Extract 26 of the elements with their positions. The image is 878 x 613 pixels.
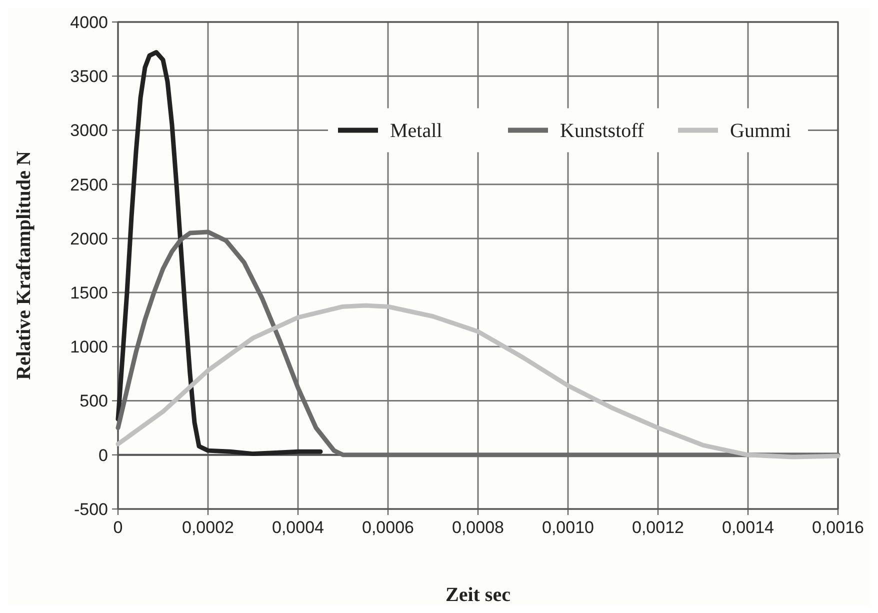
y-tick-label: 0 <box>98 446 108 465</box>
legend-label: Kunststoff <box>560 120 644 142</box>
x-tick-label: 0,0006 <box>362 518 414 537</box>
x-tick-label: 0,0008 <box>452 518 504 537</box>
line-series <box>116 50 323 456</box>
y-tick-label: 1000 <box>70 338 108 357</box>
y-tick-label: 500 <box>80 392 108 411</box>
x-tick-label: 0,0014 <box>722 518 774 537</box>
y-tick-label: 4000 <box>70 12 108 32</box>
x-tick-label: 0,0004 <box>272 518 324 537</box>
x-tick-label: 0,0012 <box>632 518 684 537</box>
legend-label: Gummi <box>730 120 792 142</box>
y-axis-title: Relative Kraftamplitude N <box>13 150 35 380</box>
legend-label: Metall <box>390 120 443 142</box>
y-tick-label: 3000 <box>70 121 108 140</box>
x-axis-title: Zeit sec <box>446 584 511 606</box>
line-series <box>116 303 840 460</box>
x-tick-label: 0,0016 <box>812 518 864 537</box>
x-tick-label: 0 <box>113 518 123 537</box>
y-tick-label: 1500 <box>70 284 108 303</box>
y-tick-label: 2000 <box>70 229 108 248</box>
x-tick-label: 0,0002 <box>182 518 234 537</box>
x-tick-label: 0,0010 <box>542 518 594 537</box>
y-tick-label: 3500 <box>70 67 108 86</box>
y-tick-label: -500 <box>74 500 108 519</box>
y-tick-label: 2500 <box>70 175 108 194</box>
